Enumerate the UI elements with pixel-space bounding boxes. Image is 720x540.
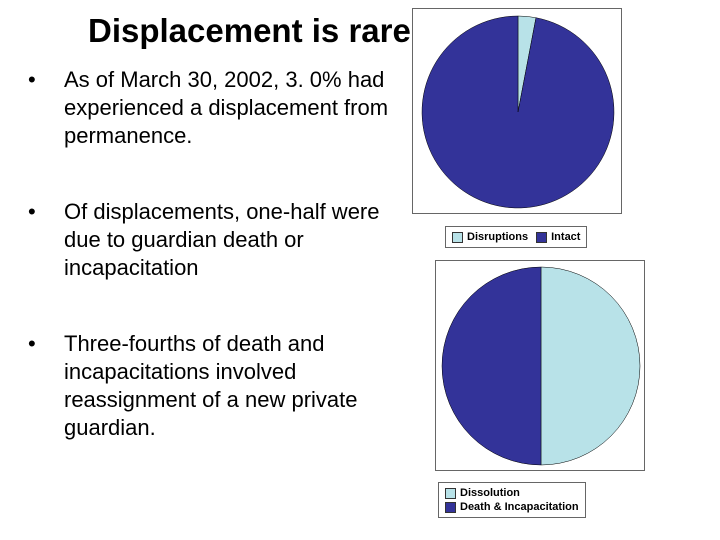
legend-label: Death & Incapacitation bbox=[460, 501, 579, 513]
pie-chart-causes bbox=[435, 260, 645, 471]
legend-swatch bbox=[536, 232, 547, 243]
bullet-marker: • bbox=[28, 66, 64, 94]
bullet-text: Of displacements, one-half were due to g… bbox=[64, 198, 398, 282]
bullet-item: • Three-fourths of death and incapacitat… bbox=[28, 330, 398, 442]
bullet-text: As of March 30, 2002, 3. 0% had experien… bbox=[64, 66, 398, 150]
bullet-item: • Of displacements, one-half were due to… bbox=[28, 198, 398, 282]
legend-causes: Dissolution Death & Incapacitation bbox=[438, 482, 586, 518]
legend-displacement: Disruptions Intact bbox=[445, 226, 587, 248]
legend-row: Death & Incapacitation bbox=[445, 501, 579, 513]
pie-chart-svg bbox=[413, 9, 623, 215]
legend-label: Intact bbox=[551, 231, 580, 243]
bullet-item: • As of March 30, 2002, 3. 0% had experi… bbox=[28, 66, 398, 150]
legend-swatch bbox=[452, 232, 463, 243]
legend-row: Dissolution bbox=[445, 487, 579, 499]
bullet-marker: • bbox=[28, 198, 64, 226]
bullet-marker: • bbox=[28, 330, 64, 358]
legend-label: Dissolution bbox=[460, 487, 520, 499]
bullet-list: • As of March 30, 2002, 3. 0% had experi… bbox=[28, 66, 398, 490]
bullet-text: Three-fourths of death and incapacitatio… bbox=[64, 330, 398, 442]
legend-label: Disruptions bbox=[467, 231, 528, 243]
legend-swatch bbox=[445, 488, 456, 499]
legend-swatch bbox=[445, 502, 456, 513]
pie-chart-displacement bbox=[412, 8, 622, 214]
pie-chart-svg bbox=[436, 261, 646, 472]
slide-title: Displacement is rare … bbox=[88, 12, 453, 50]
